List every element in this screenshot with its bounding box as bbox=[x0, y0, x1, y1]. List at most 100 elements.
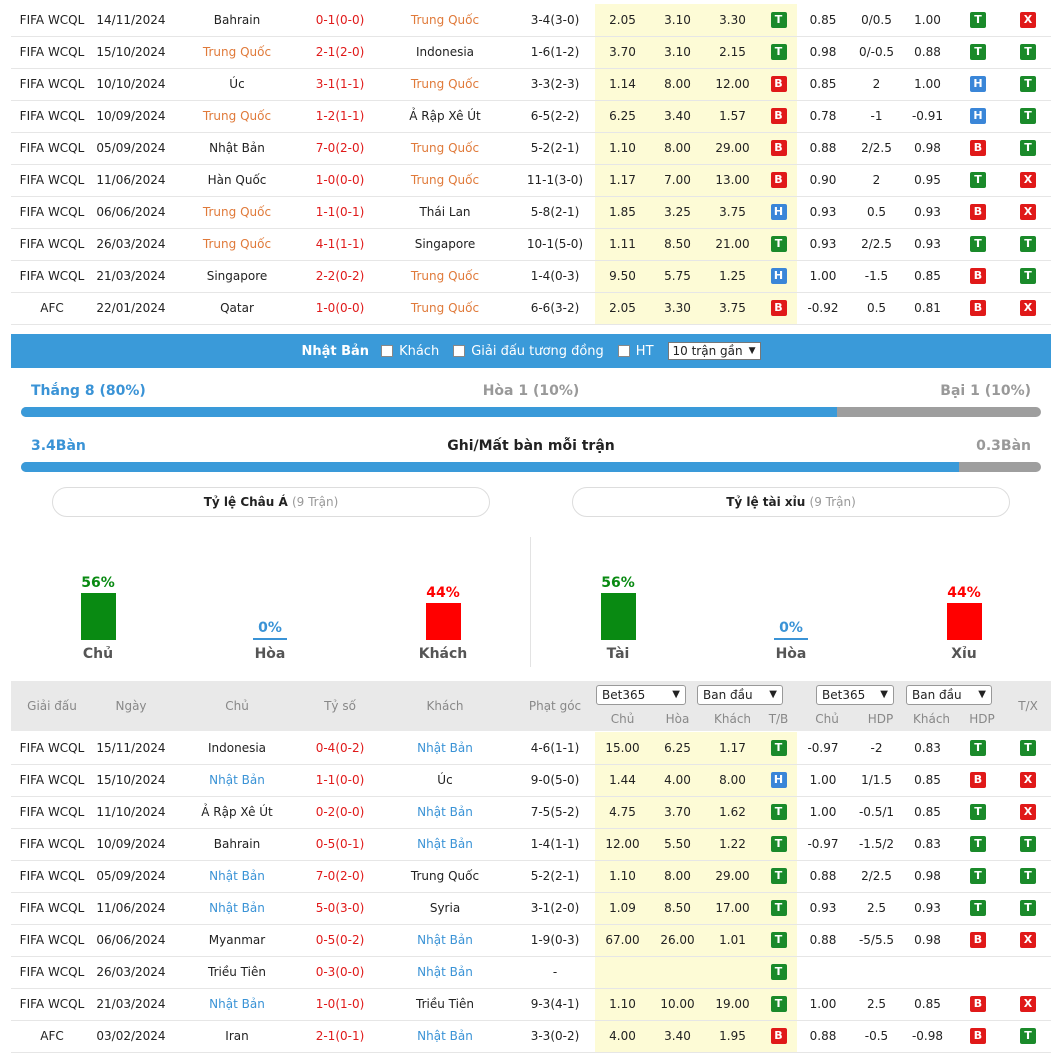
sub-home2: Chủ bbox=[815, 712, 839, 726]
result-tx-cell: X bbox=[1005, 4, 1051, 37]
away-filter[interactable]: Khách bbox=[381, 344, 439, 359]
same-league-checkbox[interactable] bbox=[453, 345, 466, 357]
away-team-cell: Thái Lan bbox=[375, 196, 515, 229]
odds-draw-cell: 6.25 bbox=[650, 732, 705, 765]
table-row[interactable]: FIFA WCQL 05/09/2024 Nhật Bản 7-0(2-0) Trung… bbox=[11, 132, 1051, 165]
japan-matches-body: FIFA WCQL 15/11/2024 Indonesia 0-4(0-2) Nhật… bbox=[11, 732, 1051, 1053]
recent-count-value: 10 trận gần bbox=[672, 344, 743, 358]
result-hdp-cell: H bbox=[951, 68, 1005, 101]
table-row[interactable]: FIFA WCQL 11/06/2024 Hàn Quốc 1-0(0-0) Trung… bbox=[11, 164, 1051, 197]
hdp-home-cell: 0.90 bbox=[797, 164, 849, 197]
odds-home-cell: 1.10 bbox=[595, 132, 650, 165]
bar-percent: 44% bbox=[426, 585, 460, 601]
away-checkbox[interactable] bbox=[381, 345, 394, 357]
table-row[interactable]: FIFA WCQL 11/10/2024 Ả Rập Xê Út 0-2(0-0) Nh… bbox=[11, 796, 1051, 829]
table-row[interactable]: FIFA WCQL 10/09/2024 Bahrain 0-5(0-1) Nhật B… bbox=[11, 828, 1051, 861]
result-hdp-cell: T bbox=[951, 860, 1005, 893]
league-cell: FIFA WCQL bbox=[11, 988, 93, 1021]
result-hdp-badge: T bbox=[970, 739, 986, 756]
home-team-cell: Nhật Bản bbox=[169, 988, 305, 1021]
result-tb-cell: B bbox=[760, 132, 797, 165]
date-cell: 26/03/2024 bbox=[93, 228, 169, 261]
result-hdp-cell: T bbox=[951, 732, 1005, 765]
result-tx-badge: T bbox=[1020, 268, 1036, 284]
result-tb-cell: T bbox=[760, 4, 797, 37]
table-row[interactable]: FIFA WCQL 21/03/2024 Singapore 2-2(0-2) Trun… bbox=[11, 260, 1051, 293]
result-tx-badge: T bbox=[1020, 1028, 1036, 1044]
league-cell: AFC bbox=[11, 1020, 93, 1053]
table-row[interactable]: FIFA WCQL 10/09/2024 Trung Quốc 1-2(1-1) Ả R… bbox=[11, 100, 1051, 133]
result-hdp-badge: H bbox=[970, 76, 986, 92]
home-team-cell: Singapore bbox=[169, 260, 305, 293]
result-tb-cell: B bbox=[760, 164, 797, 197]
sub-away: Khách bbox=[713, 712, 752, 726]
hdp-away-cell: 0.88 bbox=[904, 36, 951, 69]
table-row[interactable]: FIFA WCQL 10/10/2024 Úc 3-1(1-1) Trung Quốc 3… bbox=[11, 68, 1051, 101]
corners-cell: 3-1(2-0) bbox=[515, 892, 595, 925]
japan-recent-matches-table: FIFA WCQL 15/11/2024 Indonesia 0-4(0-2) Nhật… bbox=[11, 732, 1051, 1053]
away-team-cell: Nhật Bản bbox=[375, 1020, 515, 1053]
result-hdp-cell: T bbox=[951, 228, 1005, 261]
table-row[interactable]: AFC 03/02/2024 Iran 2-1(0-1) Nhật Bản 3-3(0-2… bbox=[11, 1020, 1051, 1053]
bookmaker-select-hdp[interactable]: Bet365 ▼ bbox=[816, 685, 894, 705]
result-tb-cell: T bbox=[760, 924, 797, 957]
asian-handicap-pill: Tỷ lệ Châu Á (9 Trận) bbox=[52, 487, 490, 517]
result-tb-cell: T bbox=[760, 732, 797, 765]
odds-home-cell: 6.25 bbox=[595, 100, 650, 133]
hdp-line-cell: 0/-0.5 bbox=[849, 36, 904, 69]
away-team-cell: Trung Quốc bbox=[375, 164, 515, 197]
recent-count-select[interactable]: 10 trận gần ▼ bbox=[667, 342, 761, 360]
table-row[interactable]: FIFA WCQL 06/06/2024 Trung Quốc 1-1(0-1) Thá… bbox=[11, 196, 1051, 229]
hdp-away-cell: 0.81 bbox=[904, 292, 951, 325]
odds-type-select-1x2[interactable]: Ban đầu ▼ bbox=[697, 685, 783, 705]
same-league-filter[interactable]: Giải đấu tương đồng bbox=[453, 344, 604, 359]
bar-percent: 56% bbox=[81, 575, 115, 591]
bar-group-2: 44% Khách bbox=[408, 575, 478, 662]
score-cell: 1-0(1-0) bbox=[305, 988, 375, 1021]
table-row[interactable]: AFC 22/01/2024 Qatar 1-0(0-0) Trung Quốc 6-6(… bbox=[11, 292, 1051, 325]
table-row[interactable]: FIFA WCQL 15/11/2024 Indonesia 0-4(0-2) Nhật… bbox=[11, 732, 1051, 765]
hdp-home-cell: 0.85 bbox=[797, 68, 849, 101]
chevron-down-icon: ▼ bbox=[880, 689, 888, 700]
league-cell: FIFA WCQL bbox=[11, 36, 93, 69]
result-tb-badge: B bbox=[770, 300, 787, 316]
result-hdp-cell: B bbox=[951, 132, 1005, 165]
league-cell: FIFA WCQL bbox=[11, 100, 93, 133]
odds-draw-cell: 3.40 bbox=[650, 100, 705, 133]
corners-cell: 5-2(2-1) bbox=[515, 860, 595, 893]
odds-type-select-hdp[interactable]: Ban đầu ▼ bbox=[906, 685, 992, 705]
table-row[interactable]: FIFA WCQL 15/10/2024 Trung Quốc 2-1(2-0) Ind… bbox=[11, 36, 1051, 69]
hdp-line-cell: -1.5/2 bbox=[849, 828, 904, 861]
score-cell: 0-5(0-1) bbox=[305, 828, 375, 861]
away-team-cell: Syria bbox=[375, 892, 515, 925]
ht-filter[interactable]: HT bbox=[617, 344, 654, 359]
odds-home-cell: 1.09 bbox=[595, 892, 650, 925]
bar-label: Khách bbox=[418, 646, 468, 662]
table-row[interactable]: FIFA WCQL 26/03/2024 Trung Quốc 4-1(1-1) Sin… bbox=[11, 228, 1051, 261]
bookmaker-select-1x2[interactable]: Bet365 ▼ bbox=[596, 685, 686, 705]
table-row[interactable]: FIFA WCQL 26/03/2024 Triều Tiên 0-3(0-0) Nhậ… bbox=[11, 956, 1051, 989]
result-hdp-cell: T bbox=[951, 892, 1005, 925]
league-cell: FIFA WCQL bbox=[11, 228, 93, 261]
hdp-line-cell: -0.5/1 bbox=[849, 796, 904, 829]
table-row[interactable]: FIFA WCQL 05/09/2024 Nhật Bản 7-0(2-0) Trung… bbox=[11, 860, 1051, 893]
hdp-home-cell: 0.88 bbox=[797, 1020, 849, 1053]
result-hdp-badge: T bbox=[970, 44, 986, 60]
result-tb-badge: B bbox=[770, 1028, 787, 1044]
odds-home-cell bbox=[595, 956, 650, 989]
hdp-home-cell: 0.88 bbox=[797, 860, 849, 893]
hdp-line-cell: 2 bbox=[849, 68, 904, 101]
home-team-cell: Trung Quốc bbox=[169, 36, 305, 69]
table-row[interactable]: FIFA WCQL 14/11/2024 Bahrain 0-1(0-0) Trung … bbox=[11, 4, 1051, 37]
win-fill bbox=[21, 407, 837, 417]
date-cell: 06/06/2024 bbox=[93, 196, 169, 229]
odds-draw-cell: 8.00 bbox=[650, 132, 705, 165]
date-cell: 11/06/2024 bbox=[93, 892, 169, 925]
table-row[interactable]: FIFA WCQL 11/06/2024 Nhật Bản 5-0(3-0) Syria… bbox=[11, 892, 1051, 925]
result-hdp-badge: B bbox=[970, 1028, 986, 1044]
ht-checkbox[interactable] bbox=[617, 345, 630, 357]
score-cell: 1-1(0-0) bbox=[305, 764, 375, 797]
table-row[interactable]: FIFA WCQL 06/06/2024 Myanmar 0-5(0-2) Nhật B… bbox=[11, 924, 1051, 957]
table-row[interactable]: FIFA WCQL 21/03/2024 Nhật Bản 1-0(1-0) Triều… bbox=[11, 988, 1051, 1021]
table-row[interactable]: FIFA WCQL 15/10/2024 Nhật Bản 1-1(0-0) Úc 9-0… bbox=[11, 764, 1051, 797]
